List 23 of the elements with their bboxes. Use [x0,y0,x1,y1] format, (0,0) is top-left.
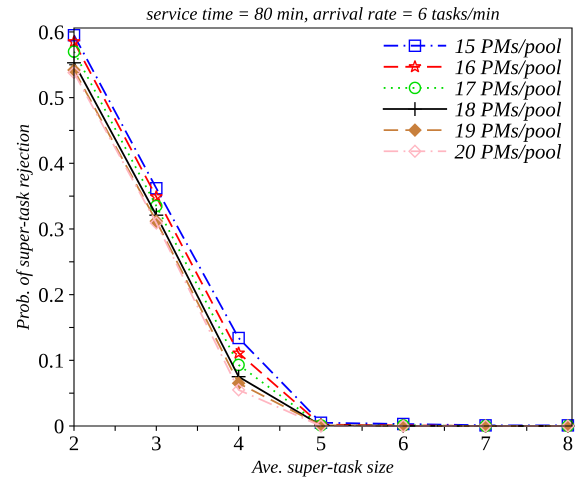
y-axis-title: Prob. of super-task rejection [16,124,33,330]
chart-title: service time = 80 min, arrival rate = 6 tasks/min [146,7,499,22]
legend-label: 16 PMs/pool [455,60,562,79]
x-tick-label: 5 [316,436,326,450]
x-axis-title: Ave. super-task size [251,460,394,477]
y-tick-label: 0.3 [39,222,64,236]
y-tick-label: 0.6 [39,25,64,40]
x-tick-label: 4 [234,436,244,450]
x-tick-label: 6 [398,436,408,450]
legend-label: 19 PMs/pool [455,122,562,142]
legend-label: 15 PMs/pool [455,38,562,58]
x-tick-label: 7 [482,436,490,450]
legend-label: 18 PMs/pool [455,102,562,121]
x-tick-label: 3 [152,436,161,450]
y-tick-label: 0.4 [39,156,64,171]
y-tick-label: 0.2 [39,288,64,302]
x-tick-label: 2 [70,436,78,450]
y-tick-label: 0 [54,419,64,434]
y-tick-label: 0.5 [39,90,64,106]
legend-label: 20 PMs/pool [454,144,562,163]
legend-label: 17 PMs/pool [455,80,562,100]
x-tick-label: 8 [563,436,572,450]
y-tick-label: 0.1 [39,354,64,368]
